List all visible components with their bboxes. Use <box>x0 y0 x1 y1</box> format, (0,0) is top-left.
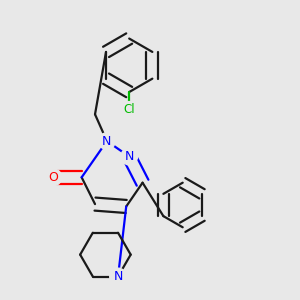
Circle shape <box>45 169 62 186</box>
Text: N: N <box>113 270 123 283</box>
Circle shape <box>110 268 126 285</box>
Text: Cl: Cl <box>123 103 135 116</box>
Circle shape <box>121 148 137 165</box>
Circle shape <box>99 133 115 149</box>
Circle shape <box>121 102 137 118</box>
Text: N: N <box>124 150 134 163</box>
Text: N: N <box>102 135 112 148</box>
Text: O: O <box>49 171 58 184</box>
